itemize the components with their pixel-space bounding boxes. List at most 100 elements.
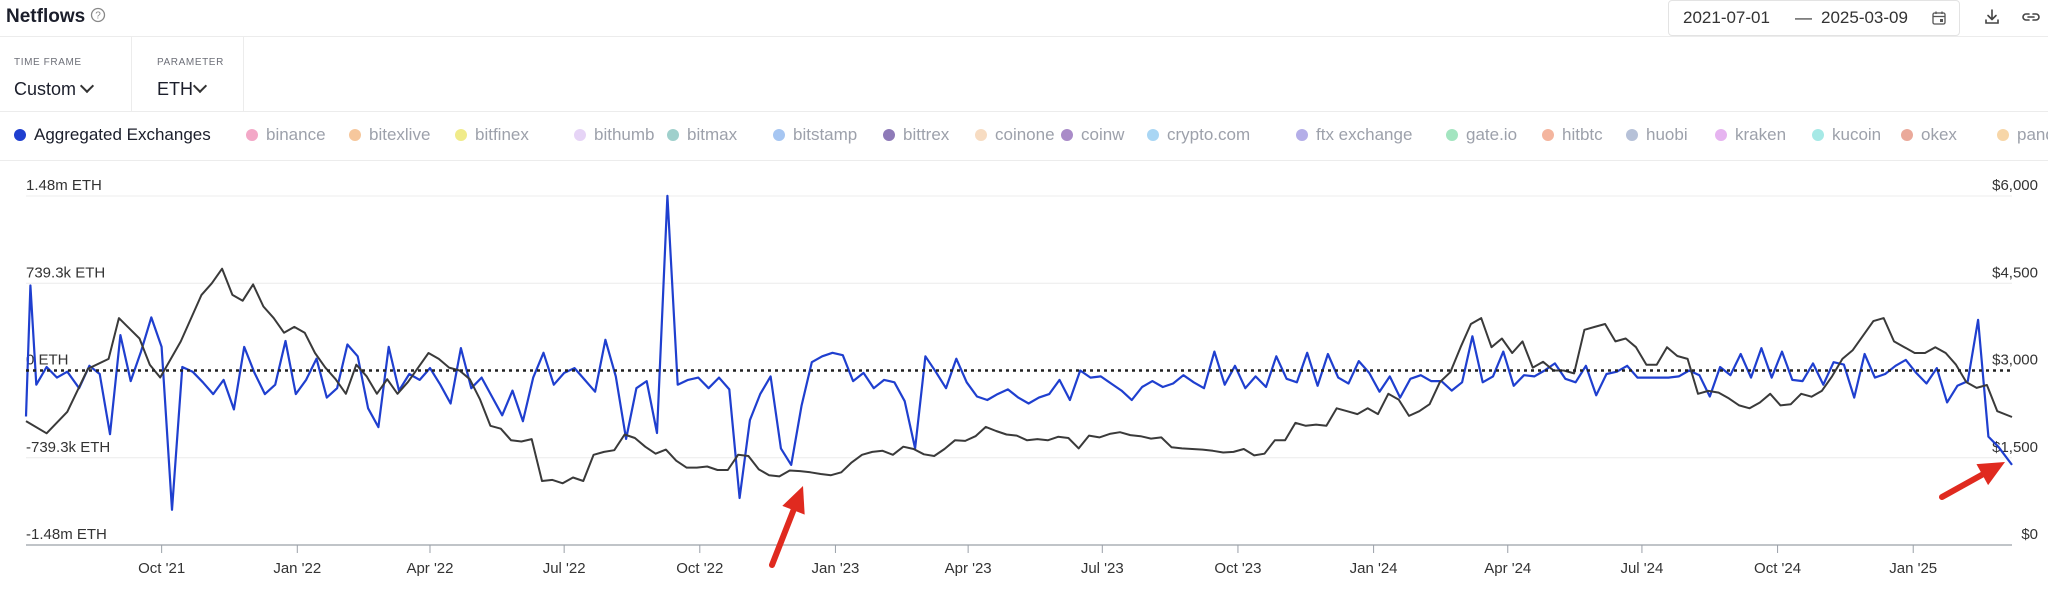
parameter-dropdown[interactable]: ETH	[157, 78, 208, 100]
legend-dot-icon	[1626, 129, 1638, 141]
x-tick-label: Oct '21	[138, 560, 185, 577]
legend-item[interactable]: bitmax	[667, 125, 737, 145]
legend-item[interactable]: crypto.com	[1147, 125, 1250, 145]
svg-text:?: ?	[95, 11, 101, 22]
download-icon[interactable]	[1982, 7, 2002, 27]
legend-item[interactable]: gate.io	[1446, 125, 1517, 145]
x-tick-label: Jan '23	[811, 560, 859, 577]
y-right-tick-label: $4,500	[1992, 264, 2038, 281]
x-tick-label: Jul '23	[1081, 560, 1124, 577]
y-right-tick-label: $1,500	[1992, 439, 2038, 456]
legend-item[interactable]: panda e	[1997, 125, 2048, 145]
parameter-control[interactable]: PARAMETER ETH	[131, 37, 244, 111]
legend-item[interactable]: coinone	[975, 125, 1055, 145]
parameter-label: PARAMETER	[157, 57, 224, 68]
date-start[interactable]: 2021-07-01	[1683, 8, 1770, 27]
date-end[interactable]: 2025-03-09	[1821, 8, 1908, 27]
x-tick-label: Jan '25	[1889, 560, 1937, 577]
x-tick-label: Apr '23	[945, 560, 992, 577]
y-right-tick-label: $0	[2021, 526, 2038, 543]
legend-dot-icon	[246, 129, 258, 141]
legend-label: hitbtc	[1562, 125, 1603, 144]
x-tick-label: Oct '23	[1214, 560, 1261, 577]
annotation-arrow-icon	[769, 507, 797, 568]
legend-dot-icon	[1446, 129, 1458, 141]
parameter-value: ETH	[157, 79, 193, 99]
legend-label: bitexlive	[369, 125, 431, 144]
legend-label: kucoin	[1832, 125, 1882, 144]
legend-label: bitstamp	[793, 125, 858, 144]
legend-label: panda e	[2017, 125, 2048, 144]
time-frame-value: Custom	[14, 79, 77, 99]
legend-item[interactable]: huobi	[1626, 125, 1688, 145]
legend-dot-icon	[773, 129, 785, 141]
controls-bar: TIME FRAME Custom PARAMETER ETH	[0, 37, 2048, 112]
date-range-picker[interactable]: 2021-07-01 — 2025-03-09	[1668, 0, 1960, 36]
netflow-series-line	[24, 194, 2013, 511]
legend-label: Aggregated Exchanges	[34, 125, 211, 144]
legend-dot-icon	[455, 129, 467, 141]
x-tick-label: Oct '22	[676, 560, 723, 577]
x-tick-label: Jan '24	[1350, 560, 1398, 577]
legend-dot-icon	[975, 129, 987, 141]
legend-item[interactable]: bitstamp	[773, 125, 857, 145]
legend-item[interactable]: okex	[1901, 125, 1957, 145]
annotation-arrow-icon	[1939, 471, 1986, 500]
legend-label: coinone	[995, 125, 1055, 144]
x-tick-label: Oct '24	[1754, 560, 1801, 577]
legend-dot-icon	[1812, 129, 1824, 141]
legend-dot-icon	[1901, 129, 1913, 141]
legend-item[interactable]: kucoin	[1812, 125, 1881, 145]
page-title: Netflows	[6, 6, 86, 27]
legend-item[interactable]: kraken	[1715, 125, 1786, 145]
legend-dot-icon	[1715, 129, 1727, 141]
legend-dot-icon	[883, 129, 895, 141]
legend-item[interactable]: hitbtc	[1542, 125, 1603, 145]
x-tick-label: Apr '24	[1484, 560, 1531, 577]
link-icon[interactable]	[2020, 7, 2042, 27]
time-frame-dropdown[interactable]: Custom	[14, 78, 95, 100]
legend-label: gate.io	[1466, 125, 1518, 144]
price-series-line	[25, 267, 2013, 485]
date-separator: —	[1795, 8, 1812, 27]
help-circle-icon[interactable]: ?	[90, 7, 106, 23]
calendar-icon[interactable]	[1931, 10, 1947, 26]
legend-item[interactable]: ftx exchange	[1296, 125, 1412, 145]
header: Netflows ? 2021-07-01 — 2025-03-09	[0, 0, 2048, 37]
legend-item[interactable]: bitexlive	[349, 125, 430, 145]
legend-label: ftx exchange	[1316, 125, 1413, 144]
y-right-tick-label: $6,000	[1992, 177, 2038, 194]
chart-legend: Aggregated Exchanges binance bitexlive bitf…	[0, 118, 2048, 152]
legend-label: huobi	[1646, 125, 1688, 144]
legend-item[interactable]: bittrex	[883, 125, 949, 145]
legend-item[interactable]: bitfinex	[455, 125, 529, 145]
legend-dot-icon	[1296, 129, 1308, 141]
x-tick-label: Jul '22	[543, 560, 586, 577]
time-frame-control[interactable]: TIME FRAME Custom	[0, 37, 132, 111]
legend-item[interactable]: bithumb	[574, 125, 654, 145]
x-tick-label: Apr '22	[406, 560, 453, 577]
legend-label: bittrex	[903, 125, 950, 144]
legend-dot-icon	[667, 129, 679, 141]
legend-item[interactable]: coinw	[1061, 125, 1124, 145]
legend-label: bithumb	[594, 125, 655, 144]
legend-label: kraken	[1735, 125, 1787, 144]
y-left-tick-label: -739.3k ETH	[26, 439, 110, 456]
legend-item[interactable]: Aggregated Exchanges	[14, 125, 211, 145]
legend-label: coinw	[1081, 125, 1125, 144]
annotation-arrow-head-icon	[782, 486, 805, 515]
legend-dot-icon	[1997, 129, 2009, 141]
divider	[0, 160, 2048, 161]
y-left-tick-label: 739.3k ETH	[26, 264, 105, 281]
legend-dot-icon	[1542, 129, 1554, 141]
legend-item[interactable]: binance	[246, 125, 326, 145]
legend-dot-icon	[574, 129, 586, 141]
legend-dot-icon	[14, 129, 26, 141]
legend-dot-icon	[349, 129, 361, 141]
x-tick-label: Jan '22	[273, 560, 321, 577]
legend-label: crypto.com	[1167, 125, 1251, 144]
x-tick-label: Jul '24	[1620, 560, 1663, 577]
legend-label: okex	[1921, 125, 1957, 144]
y-left-tick-label: 1.48m ETH	[26, 177, 102, 194]
